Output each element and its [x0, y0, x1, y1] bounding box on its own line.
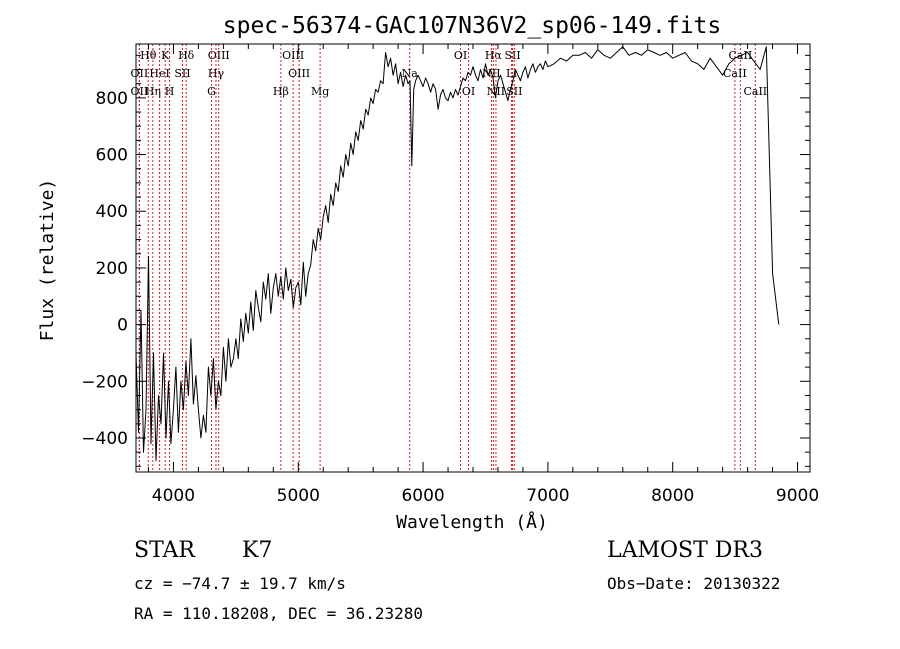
line-label-22: SII	[504, 49, 520, 62]
line-label-10: Hγ	[208, 67, 225, 80]
spectrum-series	[135, 46, 780, 462]
observation-date: Obs−Date: 20130322	[607, 574, 781, 593]
y-axis-label: Flux (relative)	[37, 179, 58, 342]
y-tick-label-5: 600	[96, 146, 128, 166]
line-label-14: Hβ	[273, 85, 289, 98]
x-tick-label-5: 9000	[776, 486, 819, 506]
y-tick-label-2: 0	[117, 316, 128, 336]
x-tick-label-3: 7000	[526, 486, 569, 506]
y-tick-label-6: 800	[96, 89, 128, 109]
x-tick-label-2: 6000	[401, 486, 444, 506]
axis-ticks: 4000 5000 6000 7000 8000 9000 −400 −200 0 200 400 6…	[81, 44, 819, 506]
line-label-18: OI	[462, 85, 475, 98]
line-label-5: K	[161, 49, 170, 62]
line-label-16: Na	[402, 67, 419, 80]
line-label-23: Li	[506, 67, 517, 80]
chart-title: spec-56374-GAC107N36V2_sp06-149.fits	[223, 13, 722, 39]
y-tick-label-4: 400	[96, 202, 128, 222]
spectrum-chart: spec-56374-GAC107N36V2_sp06-149.fits Hθ O…	[37, 13, 819, 533]
y-tick-label-0: −400	[81, 429, 128, 449]
x-tick-label-0: 4000	[152, 486, 195, 506]
line-label-26: CaII	[723, 67, 747, 80]
line-label-27: CaII	[743, 85, 767, 98]
object-subclass: K7	[242, 538, 273, 563]
y-tick-label-1: −200	[81, 372, 128, 392]
object-class: STAR	[134, 538, 195, 563]
line-label-6: SII	[174, 67, 190, 80]
line-label-19: Hα	[485, 49, 503, 62]
line-label-12: OIII	[282, 49, 304, 62]
coordinates: RA = 110.18208, DEC = 36.23280	[134, 604, 423, 623]
line-label-4: Hη	[145, 85, 161, 98]
line-label-8: Hδ	[178, 49, 195, 62]
redshift-velocity: cz = −74.7 ± 19.7 km/s	[134, 574, 346, 593]
line-label-13: OIII	[288, 67, 310, 80]
line-label-17: OI	[454, 49, 467, 62]
x-tick-label-1: 5000	[277, 486, 320, 506]
plot-frame	[135, 43, 811, 473]
line-label-11: G	[207, 85, 216, 98]
line-label-15: Mg	[311, 85, 329, 98]
line-label-0: Hθ	[140, 49, 157, 62]
y-tick-label-3: 200	[96, 259, 128, 279]
line-label-7: H	[165, 85, 175, 98]
line-label-3: HeI	[149, 67, 169, 80]
spectrum-line	[135, 46, 780, 462]
line-label-9: OIII	[208, 49, 230, 62]
x-axis-label: Wavelength (Å)	[396, 511, 548, 533]
line-label-2: OII	[131, 85, 149, 98]
x-tick-label-4: 8000	[651, 486, 694, 506]
survey-name: LAMOST DR3	[607, 538, 763, 563]
